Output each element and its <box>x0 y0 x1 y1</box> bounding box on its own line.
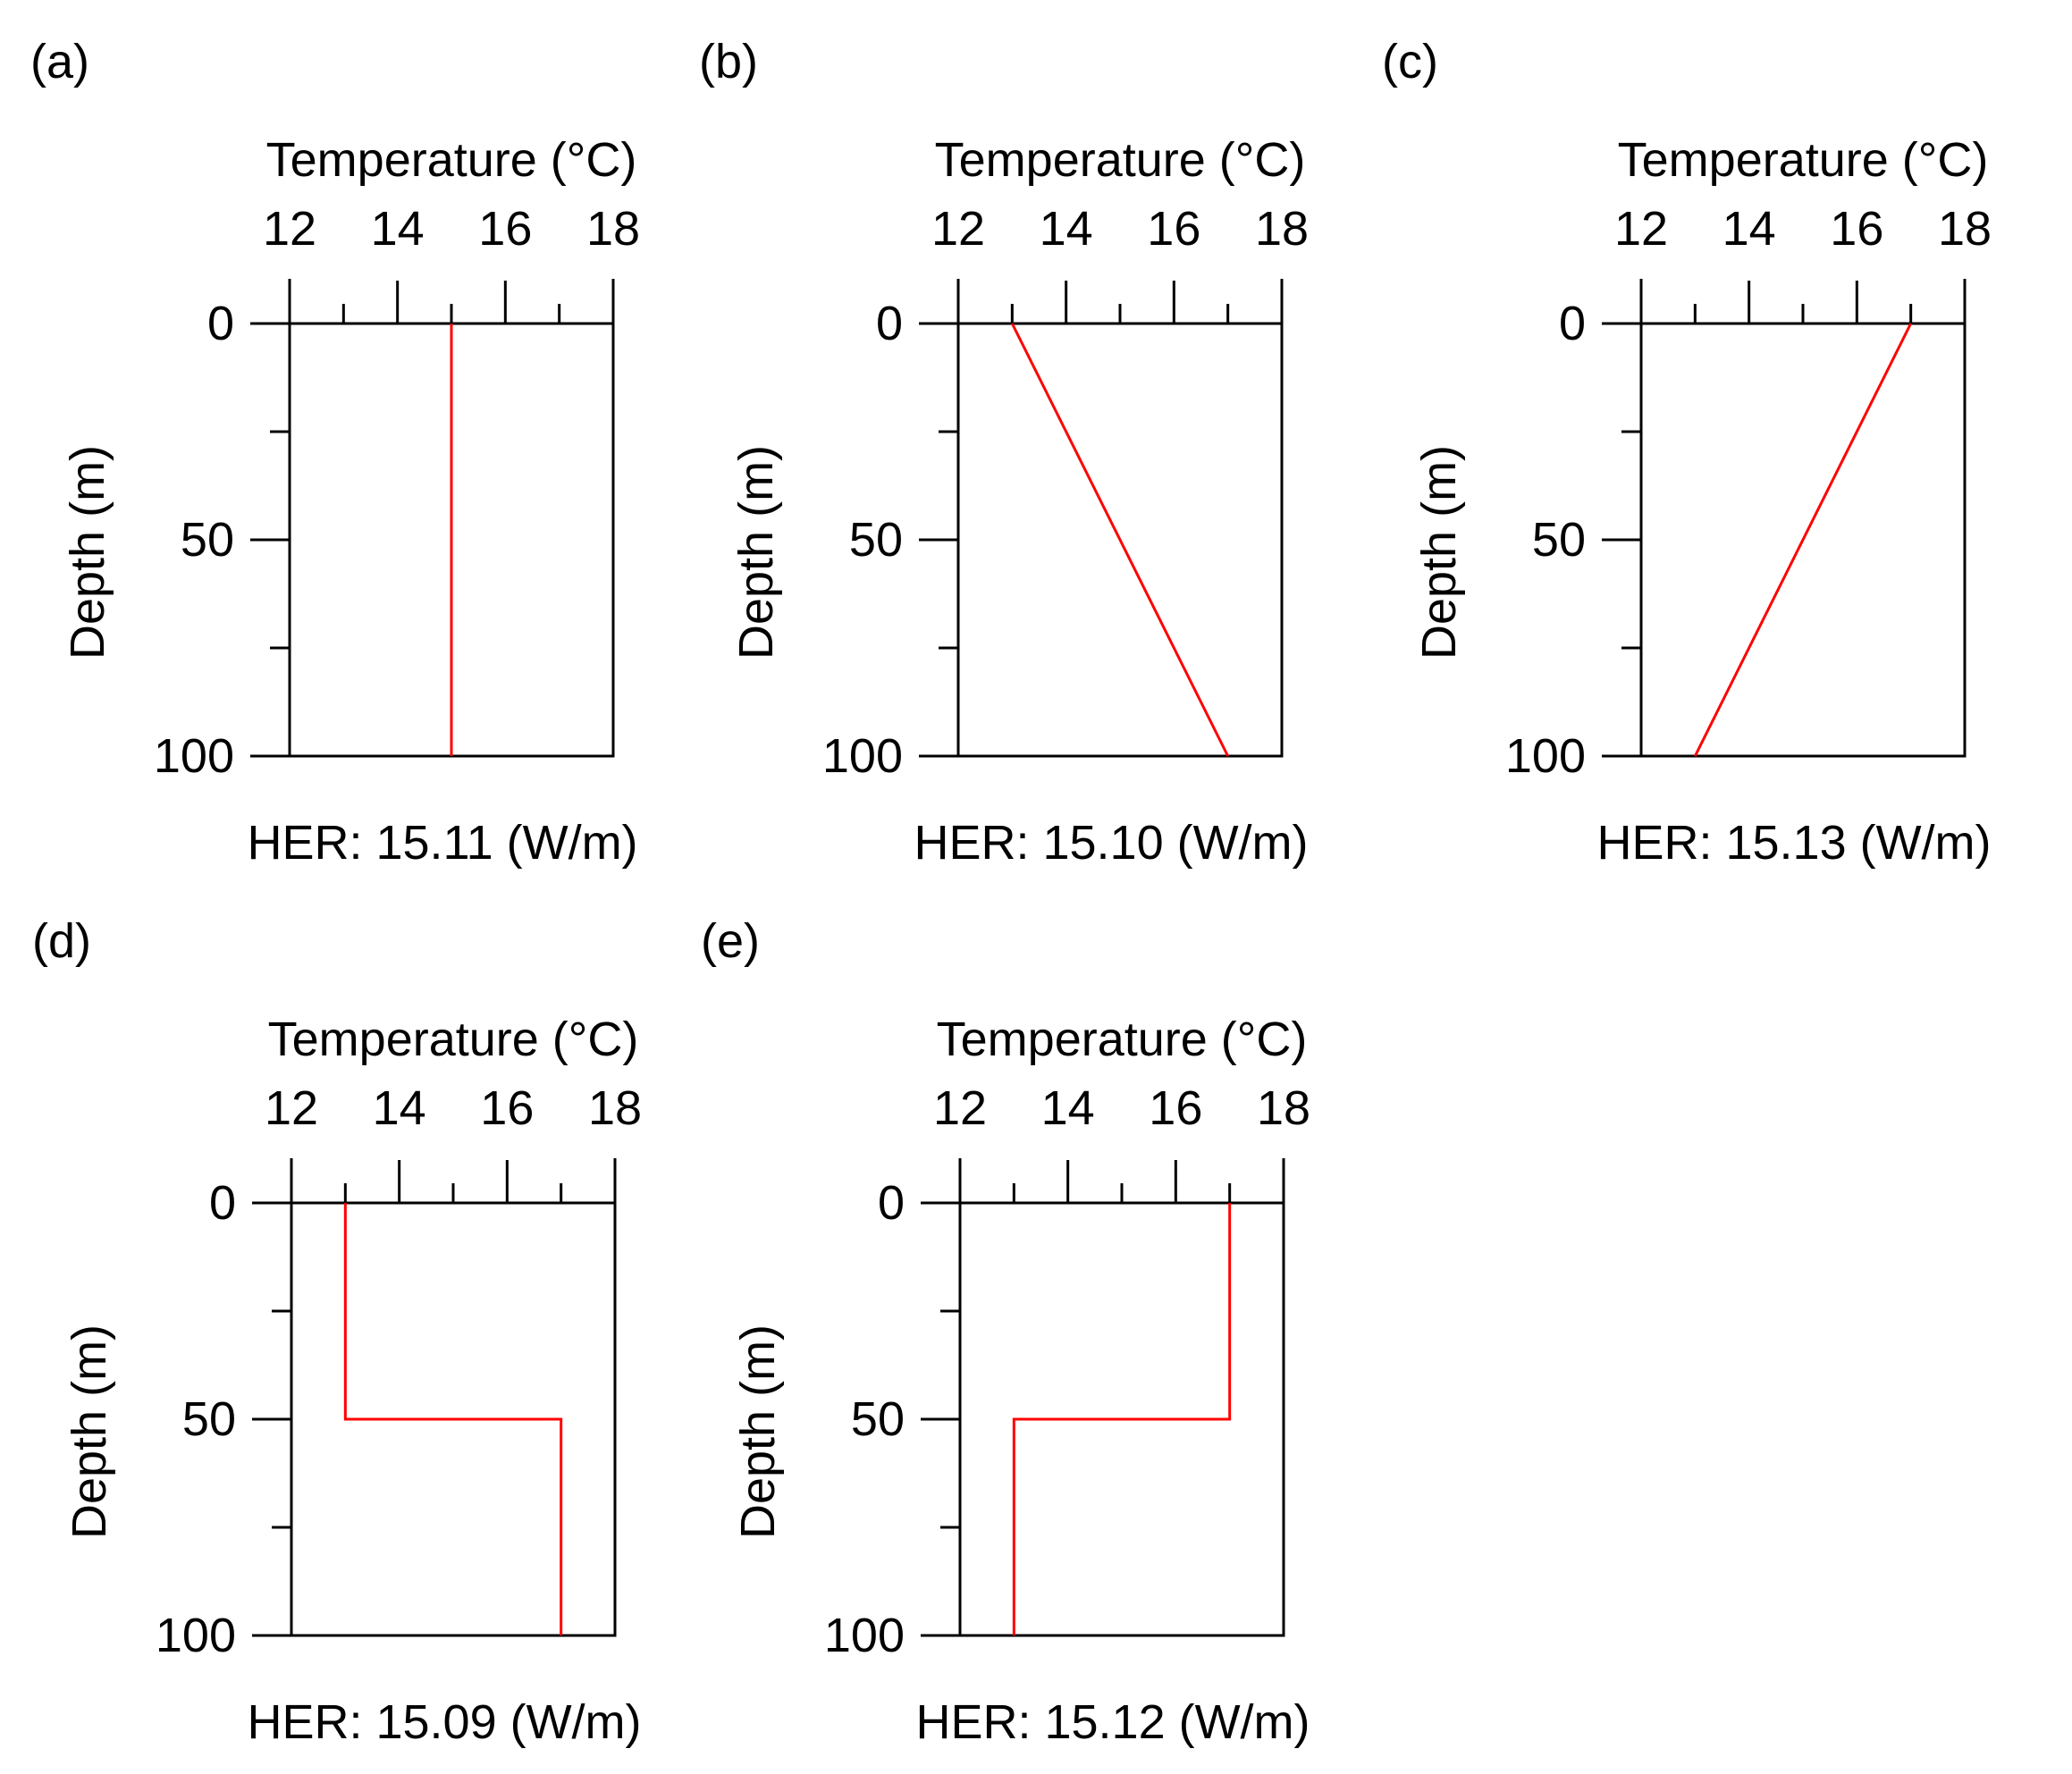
panel-label: (d) <box>32 914 91 968</box>
x-tick-label: 12 <box>1614 202 1668 256</box>
x-tick-label: 12 <box>931 202 985 256</box>
x-tick-label: 14 <box>1722 202 1776 256</box>
y-axis-title: Depth (m) <box>61 445 114 660</box>
x-axis-title: Temperature (°C) <box>937 1013 1308 1066</box>
y-tick-label: 100 <box>824 1609 905 1662</box>
y-tick-label: 0 <box>876 297 903 350</box>
panel-label: (e) <box>701 914 760 968</box>
x-tick-label: 16 <box>1830 202 1883 256</box>
y-axis-title: Depth (m) <box>1412 445 1466 660</box>
x-tick-label: 14 <box>1040 202 1093 256</box>
y-tick-label: 0 <box>209 1176 236 1230</box>
panel-b: (b) Temperature (°C) Depth (m) 12 14 16 18 0 50 1… <box>699 35 1309 870</box>
panel-label: (c) <box>1382 35 1438 88</box>
x-tick-label: 14 <box>371 202 425 256</box>
y-tick-label: 0 <box>878 1176 905 1230</box>
series-line-temperature-profile <box>343 1203 563 1635</box>
series-line-temperature-profile <box>1010 323 1230 757</box>
y-tick-label: 50 <box>182 1392 236 1446</box>
x-tick-label: 16 <box>478 202 532 256</box>
her-label: HER: 15.13 (W/m) <box>1596 816 1991 870</box>
y-tick-label: 50 <box>849 513 903 567</box>
x-tick-label: 18 <box>1257 1081 1310 1135</box>
x-axis-title: Temperature (°C) <box>266 133 637 187</box>
panel-e: (e) Temperature (°C) Depth (m) 12 14 16 18 0 50 1… <box>701 914 1310 1749</box>
y-tick-label: 50 <box>1532 513 1586 567</box>
x-tick-label: 14 <box>1041 1081 1095 1135</box>
panel-a: (a) Temperature (°C) Depth (m) 12 14 16 18 0 50 1… <box>30 35 640 870</box>
x-tick-label: 18 <box>588 1081 642 1135</box>
panel-label: (a) <box>30 35 89 88</box>
x-tick-label: 18 <box>1938 202 1992 256</box>
y-axis-title: Depth (m) <box>63 1324 116 1539</box>
x-tick-label: 18 <box>1255 202 1309 256</box>
y-tick-label: 0 <box>1559 297 1586 350</box>
y-axis-title: Depth (m) <box>729 445 783 660</box>
x-axis-title: Temperature (°C) <box>1618 133 1989 187</box>
her-label: HER: 15.10 (W/m) <box>914 816 1308 870</box>
y-tick-label: 100 <box>154 729 234 783</box>
series-line-temperature-profile <box>1012 1203 1232 1635</box>
x-tick-label: 16 <box>480 1081 534 1135</box>
y-axis-title: Depth (m) <box>731 1324 785 1539</box>
panel-label: (b) <box>699 35 758 88</box>
panel-d: (d) Temperature (°C) Depth (m) 12 14 16 18 0 50 1… <box>32 914 642 1749</box>
her-label: HER: 15.12 (W/m) <box>915 1695 1310 1749</box>
x-tick-label: 16 <box>1149 1081 1202 1135</box>
x-tick-label: 12 <box>933 1081 987 1135</box>
y-tick-label: 100 <box>1505 729 1586 783</box>
x-tick-label: 12 <box>265 1081 318 1135</box>
y-tick-label: 100 <box>822 729 903 783</box>
x-tick-label: 16 <box>1147 202 1200 256</box>
y-tick-label: 50 <box>181 513 234 567</box>
x-axis-title: Temperature (°C) <box>268 1013 639 1066</box>
x-tick-label: 14 <box>373 1081 426 1135</box>
her-label: HER: 15.11 (W/m) <box>247 816 637 870</box>
x-axis-title: Temperature (°C) <box>935 133 1306 187</box>
series-line-temperature-profile <box>1693 323 1913 757</box>
y-tick-label: 50 <box>851 1392 905 1446</box>
y-tick-label: 100 <box>156 1609 236 1662</box>
panel-c: (c) Temperature (°C) Depth (m) 12 14 16 18 0 50 1… <box>1382 35 1992 870</box>
her-label: HER: 15.09 (W/m) <box>247 1695 641 1749</box>
x-tick-label: 12 <box>263 202 316 256</box>
x-tick-label: 18 <box>586 202 640 256</box>
y-tick-label: 0 <box>207 297 234 350</box>
